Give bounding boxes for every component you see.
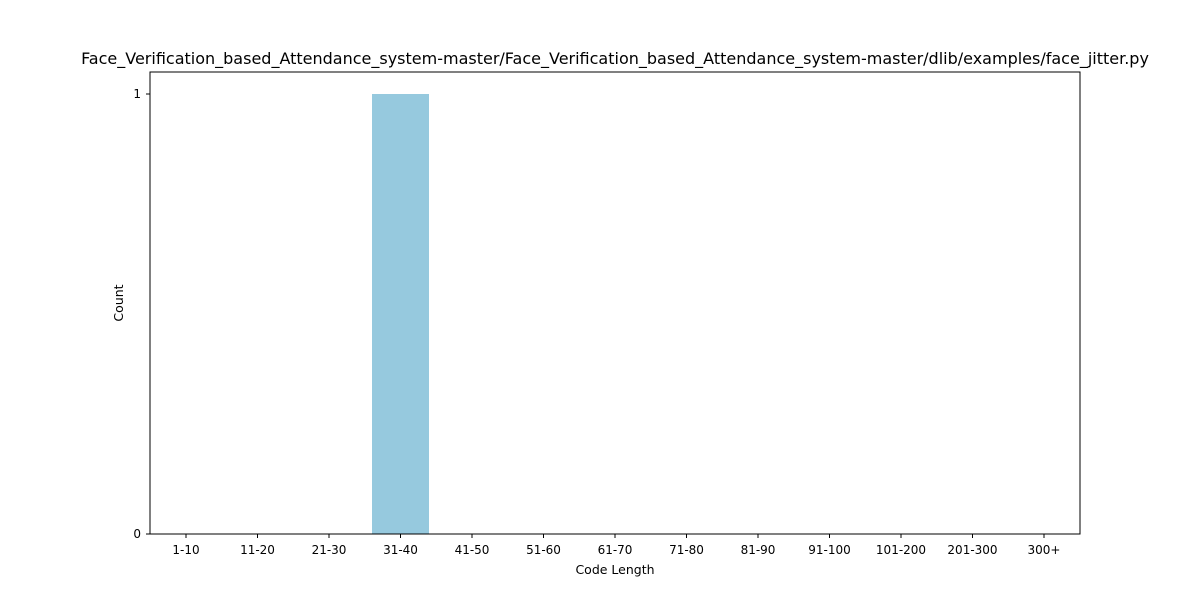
x-tick-label: 21-30 (312, 543, 347, 557)
x-tick-label: 81-90 (741, 543, 776, 557)
y-axis: 01 (133, 87, 150, 541)
bar-31-40 (372, 94, 429, 534)
x-tick-label: 300+ (1028, 543, 1061, 557)
x-tick-label: 71-80 (669, 543, 704, 557)
x-axis-label: Code Length (575, 562, 654, 577)
y-axis-label: Count (111, 284, 126, 321)
plot-frame (149, 71, 1081, 535)
x-axis: 1-10 11-20 21-30 31-40 41-50 51-60 61-70 71-80 8… (172, 534, 1060, 557)
bars-group (372, 94, 429, 534)
x-tick-label: 101-200 (876, 543, 926, 557)
x-tick-label: 1-10 (172, 543, 199, 557)
x-tick-label: 61-70 (598, 543, 633, 557)
y-tick-label: 1 (133, 87, 141, 101)
x-tick-label: 11-20 (240, 543, 275, 557)
x-tick-label: 31-40 (383, 543, 418, 557)
x-tick-label: 41-50 (455, 543, 490, 557)
y-tick-label: 0 (133, 527, 141, 541)
chart-title: Face_Verification_based_Attendance_syste… (81, 49, 1149, 69)
x-tick-label: 91-100 (808, 543, 851, 557)
x-tick-label: 201-300 (947, 543, 997, 557)
x-tick-label: 51-60 (526, 543, 561, 557)
